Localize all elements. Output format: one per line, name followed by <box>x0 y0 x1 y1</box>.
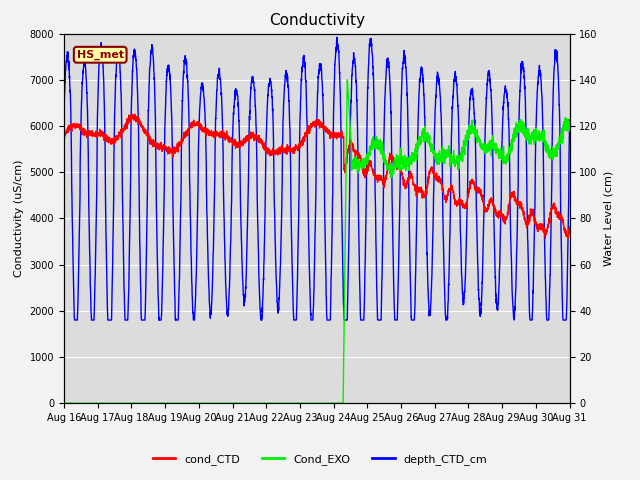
Y-axis label: Conductivity (uS/cm): Conductivity (uS/cm) <box>14 160 24 277</box>
Title: Conductivity: Conductivity <box>269 13 365 28</box>
Text: HS_met: HS_met <box>77 49 124 60</box>
Y-axis label: Water Level (cm): Water Level (cm) <box>604 171 613 266</box>
Legend: cond_CTD, Cond_EXO, depth_CTD_cm: cond_CTD, Cond_EXO, depth_CTD_cm <box>148 450 492 469</box>
